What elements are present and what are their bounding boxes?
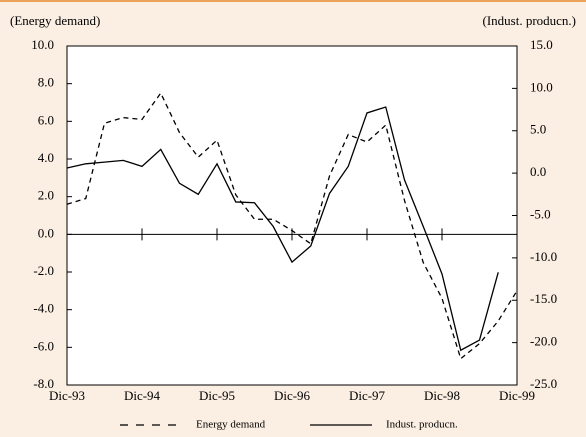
series-line [66, 91, 518, 360]
x-tick-label: Dic-97 [349, 388, 386, 403]
y-tick-label: 6.0 [38, 112, 54, 127]
x-tick-label: Dic-99 [499, 388, 535, 403]
y2-tick-label: -20.0 [530, 334, 557, 349]
y-tick-label: 0.0 [38, 225, 54, 240]
y-tick-label: 8.0 [38, 75, 54, 90]
y2-tick-label: 10.0 [530, 79, 553, 94]
y2-tick-label: -10.0 [530, 249, 557, 264]
y2-tick-label: 15.0 [530, 37, 553, 52]
y-tick-label: -2.0 [33, 263, 54, 278]
x-tick-label: Dic-96 [274, 388, 311, 403]
y-tick-label: -4.0 [33, 301, 54, 316]
y-tick-label: 2.0 [38, 188, 54, 203]
y-tick-label: 4.0 [38, 150, 54, 165]
legend-label: Energy demand [196, 419, 266, 431]
y2-axis-title: (Indust. producn.) [482, 13, 576, 28]
y-axis-title: (Energy demand) [10, 13, 100, 28]
y2-tick-label: -25.0 [530, 376, 557, 391]
y-tick-label: -8.0 [33, 376, 54, 391]
x-tick-label: Dic-93 [49, 388, 85, 403]
y2-tick-label: -15.0 [530, 291, 557, 306]
series-line [66, 106, 499, 352]
plot-area [66, 45, 518, 386]
y2-tick-label: 0.0 [530, 164, 546, 179]
y-tick-label: -6.0 [33, 338, 54, 353]
y2-tick-label: -5.0 [530, 206, 551, 221]
legend-label: Indust. producn. [386, 419, 458, 431]
y-tick-label: 10.0 [31, 37, 54, 52]
x-tick-label: Dic-98 [424, 388, 460, 403]
x-tick-label: Dic-94 [124, 388, 161, 403]
x-tick-label: Dic-95 [199, 388, 235, 403]
y2-tick-label: 5.0 [530, 122, 546, 137]
